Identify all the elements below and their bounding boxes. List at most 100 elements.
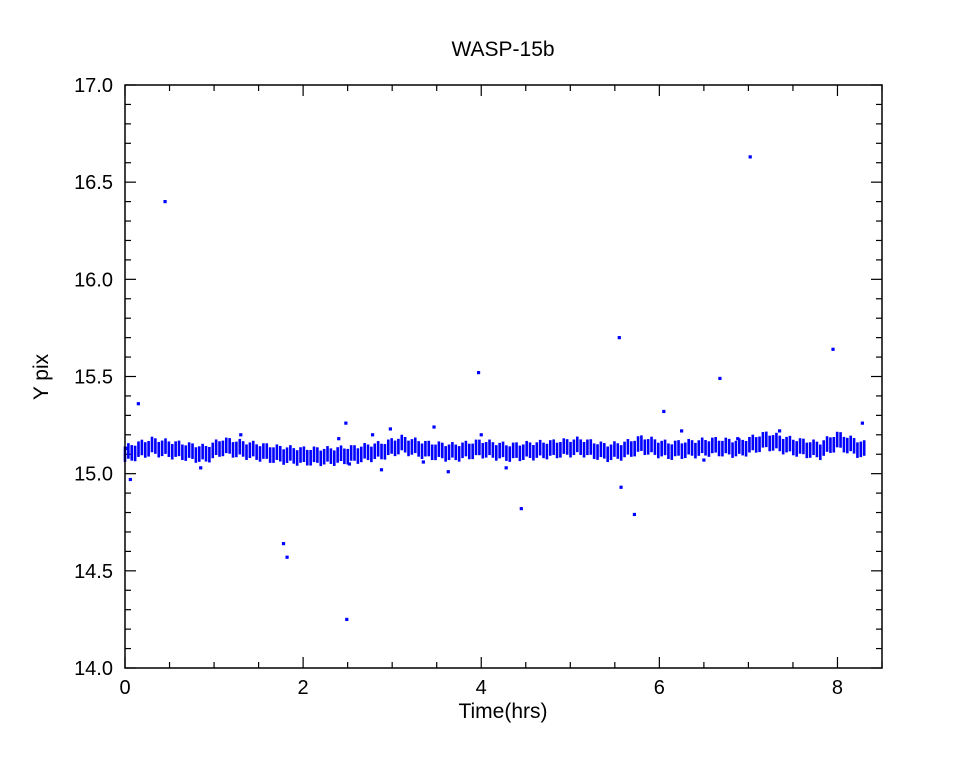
data-point-cluster [758, 436, 761, 453]
data-point-cluster [559, 442, 562, 458]
data-point-cluster [150, 436, 154, 453]
data-point-cluster [386, 439, 390, 456]
data-point-cluster [370, 446, 373, 463]
data-point-cluster [805, 442, 809, 459]
x-tick-label: 8 [832, 677, 843, 699]
data-point-cluster [194, 447, 198, 463]
data-point-cluster [228, 438, 231, 454]
data-point-cluster [667, 443, 670, 459]
data-point-cluster [204, 445, 208, 462]
data-point-cluster [785, 436, 788, 453]
data-point-cluster [825, 436, 829, 452]
data-point [519, 507, 523, 511]
x-tick-label: 4 [476, 677, 487, 699]
data-point-cluster [214, 439, 218, 456]
y-tick-label: 14.5 [74, 561, 113, 583]
data-point-cluster [140, 439, 144, 456]
data-point-cluster [245, 444, 248, 460]
data-point-cluster [251, 440, 255, 457]
data-point-cluster [437, 441, 441, 457]
data-point-cluster [781, 438, 785, 455]
data-point-cluster [751, 434, 755, 451]
data-point-cluster [154, 438, 157, 454]
data-point-cluster [211, 442, 215, 459]
data-point [281, 542, 286, 546]
plot-frame [124, 84, 883, 669]
data-point-cluster [633, 440, 636, 457]
data-point-cluster [400, 434, 404, 451]
data-point-cluster [515, 442, 518, 458]
data-point-cluster [403, 437, 407, 453]
data-point-cluster [650, 436, 653, 453]
data-point-cluster [741, 439, 744, 456]
y-tick-label: 14.0 [74, 658, 113, 680]
y-tick-label: 16.0 [74, 269, 113, 291]
data-point-cluster [609, 444, 613, 461]
data-point [860, 421, 865, 425]
data-point [421, 460, 425, 464]
data-point-cluster [596, 444, 599, 460]
data-point-cluster [184, 445, 188, 461]
data-point-cluster [434, 444, 437, 461]
data-point-cluster [653, 439, 657, 455]
data-point-cluster [491, 442, 495, 458]
data-point-cluster [319, 450, 323, 467]
data-point-cluster [677, 440, 680, 456]
data-point-cluster [440, 442, 444, 459]
data-point-cluster [451, 442, 454, 458]
data-point [388, 427, 392, 431]
data-point [163, 200, 167, 204]
data-point-cluster [643, 439, 647, 456]
data-point-cluster [295, 450, 299, 466]
data-point-cluster [393, 440, 397, 457]
data-point-cluster [221, 440, 225, 457]
data-point-cluster [508, 446, 512, 462]
data-point-cluster [329, 448, 333, 464]
data-point-cluster [383, 444, 387, 460]
data-point-cluster [339, 445, 343, 462]
data-point [619, 485, 623, 489]
data-point-cluster [484, 442, 488, 458]
data-point-cluster [754, 437, 758, 453]
data-point [347, 462, 352, 466]
data-point-cluster [299, 447, 302, 463]
data-point-cluster [410, 439, 414, 455]
data-point-cluster [599, 441, 603, 458]
data-point [285, 555, 289, 559]
data-point-cluster [248, 442, 252, 458]
data-point [748, 155, 752, 159]
data-point-cluster [535, 442, 539, 458]
data-point-cluster [575, 436, 579, 453]
axis-ticks [124, 84, 883, 669]
data-point-cluster [353, 445, 356, 461]
data-point-cluster [569, 441, 572, 458]
data-point-cluster [815, 441, 819, 458]
data-point-cluster [282, 449, 285, 465]
data-point-cluster [525, 440, 528, 457]
data-point-cluster [748, 436, 751, 453]
data-point-cluster [454, 444, 458, 461]
data-point [662, 409, 666, 414]
data-point [344, 421, 348, 425]
data-point-cluster [528, 442, 532, 458]
data-point-cluster [683, 442, 687, 459]
data-point-cluster [413, 437, 417, 454]
data-point-cluster [707, 441, 711, 457]
data-point-cluster [309, 449, 312, 466]
data-point-cluster [636, 436, 640, 452]
data-point [831, 347, 835, 351]
data-point-cluster [835, 431, 839, 448]
data-point-cluster [292, 448, 296, 464]
data-point-cluster [417, 441, 420, 457]
data-point-cluster [629, 441, 633, 457]
data-point-cluster [312, 446, 316, 463]
data-point-cluster [133, 445, 137, 462]
data-point-cluster [562, 438, 566, 454]
data-point-cluster [278, 445, 282, 462]
data-point-cluster [819, 444, 822, 461]
data-point-cluster [160, 440, 164, 457]
data-point-cluster [839, 432, 842, 448]
data-point-cluster [235, 441, 238, 458]
data-point-cluster [498, 442, 501, 459]
data-point-cluster [673, 440, 677, 457]
